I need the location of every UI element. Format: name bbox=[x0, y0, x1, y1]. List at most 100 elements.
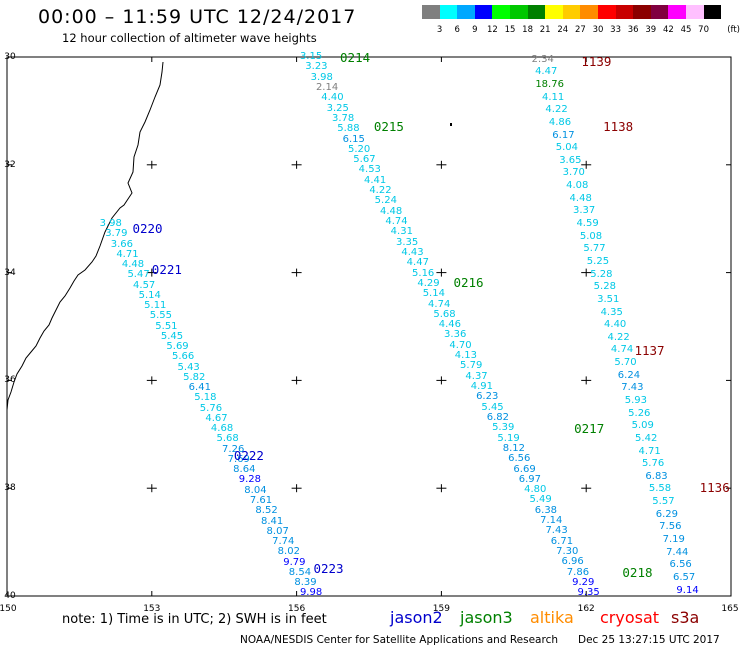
legend-swatch bbox=[615, 5, 634, 19]
wave-height-value: 6.69 bbox=[513, 463, 536, 475]
wave-height-value: 6.96 bbox=[561, 556, 584, 568]
wave-height-value: 3.65 bbox=[559, 154, 582, 166]
footer-note: note: 1) Time is in UTC; 2) SWH is in fe… bbox=[62, 612, 327, 627]
wave-height-value: 5.39 bbox=[492, 422, 515, 434]
wave-height-value: 8.41 bbox=[260, 515, 284, 527]
legend-label: 15 bbox=[504, 25, 516, 35]
lat-tick-label: 40 bbox=[4, 591, 16, 601]
wave-height-value: 4.22 bbox=[369, 185, 392, 197]
satellite-jason2: jason2 bbox=[390, 608, 443, 627]
wave-height-value: 6.38 bbox=[534, 504, 558, 516]
wave-height-value: 5.16 bbox=[412, 267, 435, 279]
wave-height-value: 4.59 bbox=[576, 218, 599, 230]
wave-height-value: 9.98 bbox=[299, 587, 323, 599]
wave-height-value: 4.22 bbox=[545, 104, 568, 116]
lord-howe-island bbox=[450, 123, 452, 126]
wave-height-value: 4.22 bbox=[607, 331, 630, 343]
wave-height-value: 4.11 bbox=[541, 91, 565, 103]
generated-timestamp: Dec 25 13:27:15 UTC 2017 bbox=[578, 634, 720, 646]
legend-label: 30 bbox=[592, 25, 604, 35]
wave-height-value: 6.97 bbox=[518, 473, 542, 485]
wave-height-value: 7.56 bbox=[659, 521, 682, 533]
wave-height-value: 5.14 bbox=[422, 288, 445, 300]
wave-height-value: 9.29 bbox=[572, 576, 595, 588]
legend-label: 21 bbox=[539, 25, 551, 35]
legend-swatch bbox=[457, 5, 475, 19]
wave-height-value: 9.14 bbox=[676, 584, 699, 596]
wave-height-value: 6.56 bbox=[669, 559, 692, 571]
pass-time-label: 0215 bbox=[373, 119, 404, 135]
wave-height-value: 6.29 bbox=[655, 508, 678, 520]
wave-height-value: 7.14 bbox=[540, 515, 563, 527]
wave-height-value: 3.35 bbox=[396, 236, 419, 248]
wave-height-value: 6.41 bbox=[188, 382, 211, 394]
wave-height-value: 9.79 bbox=[283, 556, 306, 568]
wave-height-value: 6.24 bbox=[617, 369, 641, 381]
map-border bbox=[6, 56, 732, 597]
lon-tick-label: 162 bbox=[577, 604, 595, 614]
wave-height-value: 2.34 bbox=[531, 53, 554, 65]
wave-height-value: 5.09 bbox=[631, 420, 654, 432]
wave-height-value: 4.48 bbox=[379, 205, 403, 217]
legend-swatch bbox=[422, 5, 440, 19]
pass-time-label: 0222 bbox=[233, 447, 264, 463]
legend-label: 3 bbox=[436, 25, 443, 35]
wave-height-value: 8.54 bbox=[288, 566, 312, 578]
wave-height-value: 5.45 bbox=[160, 330, 184, 342]
wave-height-value: 3.37 bbox=[572, 205, 596, 217]
wave-height-value: 4.80 bbox=[524, 484, 547, 496]
wave-height-value: 5.68 bbox=[216, 433, 239, 445]
wave-height-value: 4.91 bbox=[470, 381, 493, 393]
pass-time-label: 0218 bbox=[622, 564, 653, 580]
wave-height-value: 7.43 bbox=[545, 525, 568, 537]
satellite-altika: altika bbox=[530, 608, 574, 627]
wave-height-value: 4.71 bbox=[116, 248, 139, 260]
wave-height-value: 5.70 bbox=[614, 357, 637, 369]
wave-height-value: 6.56 bbox=[508, 453, 531, 465]
wave-height-value: 5.67 bbox=[353, 154, 376, 166]
pass-time-label: 0216 bbox=[453, 275, 484, 291]
wave-height-value: 5.76 bbox=[199, 402, 223, 414]
wave-height-value: 4.35 bbox=[600, 306, 623, 318]
wave-height-value: 18.76 bbox=[535, 78, 564, 90]
wave-height-value: 5.20 bbox=[347, 143, 371, 155]
wave-height-value: 4.53 bbox=[358, 164, 381, 176]
legend-label: 39 bbox=[645, 25, 657, 35]
pass-time-label: 0223 bbox=[313, 561, 344, 577]
wave-height-value: 8.02 bbox=[277, 546, 300, 558]
wave-height-value: 4.13 bbox=[454, 350, 477, 362]
coastline bbox=[6, 61, 164, 411]
legend-swatch bbox=[703, 5, 722, 19]
lon-tick-label: 165 bbox=[721, 604, 739, 614]
wave-height-value: 4.47 bbox=[406, 257, 429, 269]
wave-height-value: 4.48 bbox=[121, 259, 145, 271]
wave-height-value: 7.74 bbox=[272, 536, 295, 548]
wave-height-value: 4.31 bbox=[390, 226, 413, 238]
wave-height-value: 5.28 bbox=[593, 281, 616, 293]
wave-height-value: 5.25 bbox=[586, 255, 610, 267]
pass-time-label: 1139 bbox=[581, 54, 612, 70]
wave-height-value: 5.14 bbox=[138, 289, 161, 301]
wave-height-value: 5.49 bbox=[529, 494, 552, 506]
wave-height-value: 3.98 bbox=[99, 218, 122, 230]
wave-height-value: 5.28 bbox=[590, 268, 613, 280]
wave-height-value: 4.86 bbox=[548, 116, 572, 128]
wave-height-value: 5.88 bbox=[337, 123, 360, 135]
wave-height-value: 7.30 bbox=[556, 546, 579, 558]
pass-time-label: 1137 bbox=[634, 342, 665, 358]
wave-height-value: 3.23 bbox=[305, 61, 328, 73]
wave-height-value: 4.47 bbox=[535, 66, 558, 78]
lon-tick-label: 159 bbox=[432, 604, 450, 614]
wave-height-value: 5.79 bbox=[460, 360, 483, 372]
wave-height-value: 3.70 bbox=[562, 167, 585, 179]
wave-height-value: 6.57 bbox=[672, 571, 696, 583]
legend-label: 45 bbox=[680, 25, 692, 35]
legend-swatch bbox=[527, 5, 546, 19]
wave-height-value: 5.57 bbox=[652, 496, 675, 508]
legend-swatch bbox=[492, 5, 510, 19]
wave-height-value: 8.04 bbox=[244, 484, 267, 496]
wave-height-value: 5.18 bbox=[194, 392, 217, 404]
wave-height-value: 7.26 bbox=[222, 443, 245, 455]
legend-label: 36 bbox=[627, 25, 639, 35]
map-grid bbox=[6, 56, 732, 597]
